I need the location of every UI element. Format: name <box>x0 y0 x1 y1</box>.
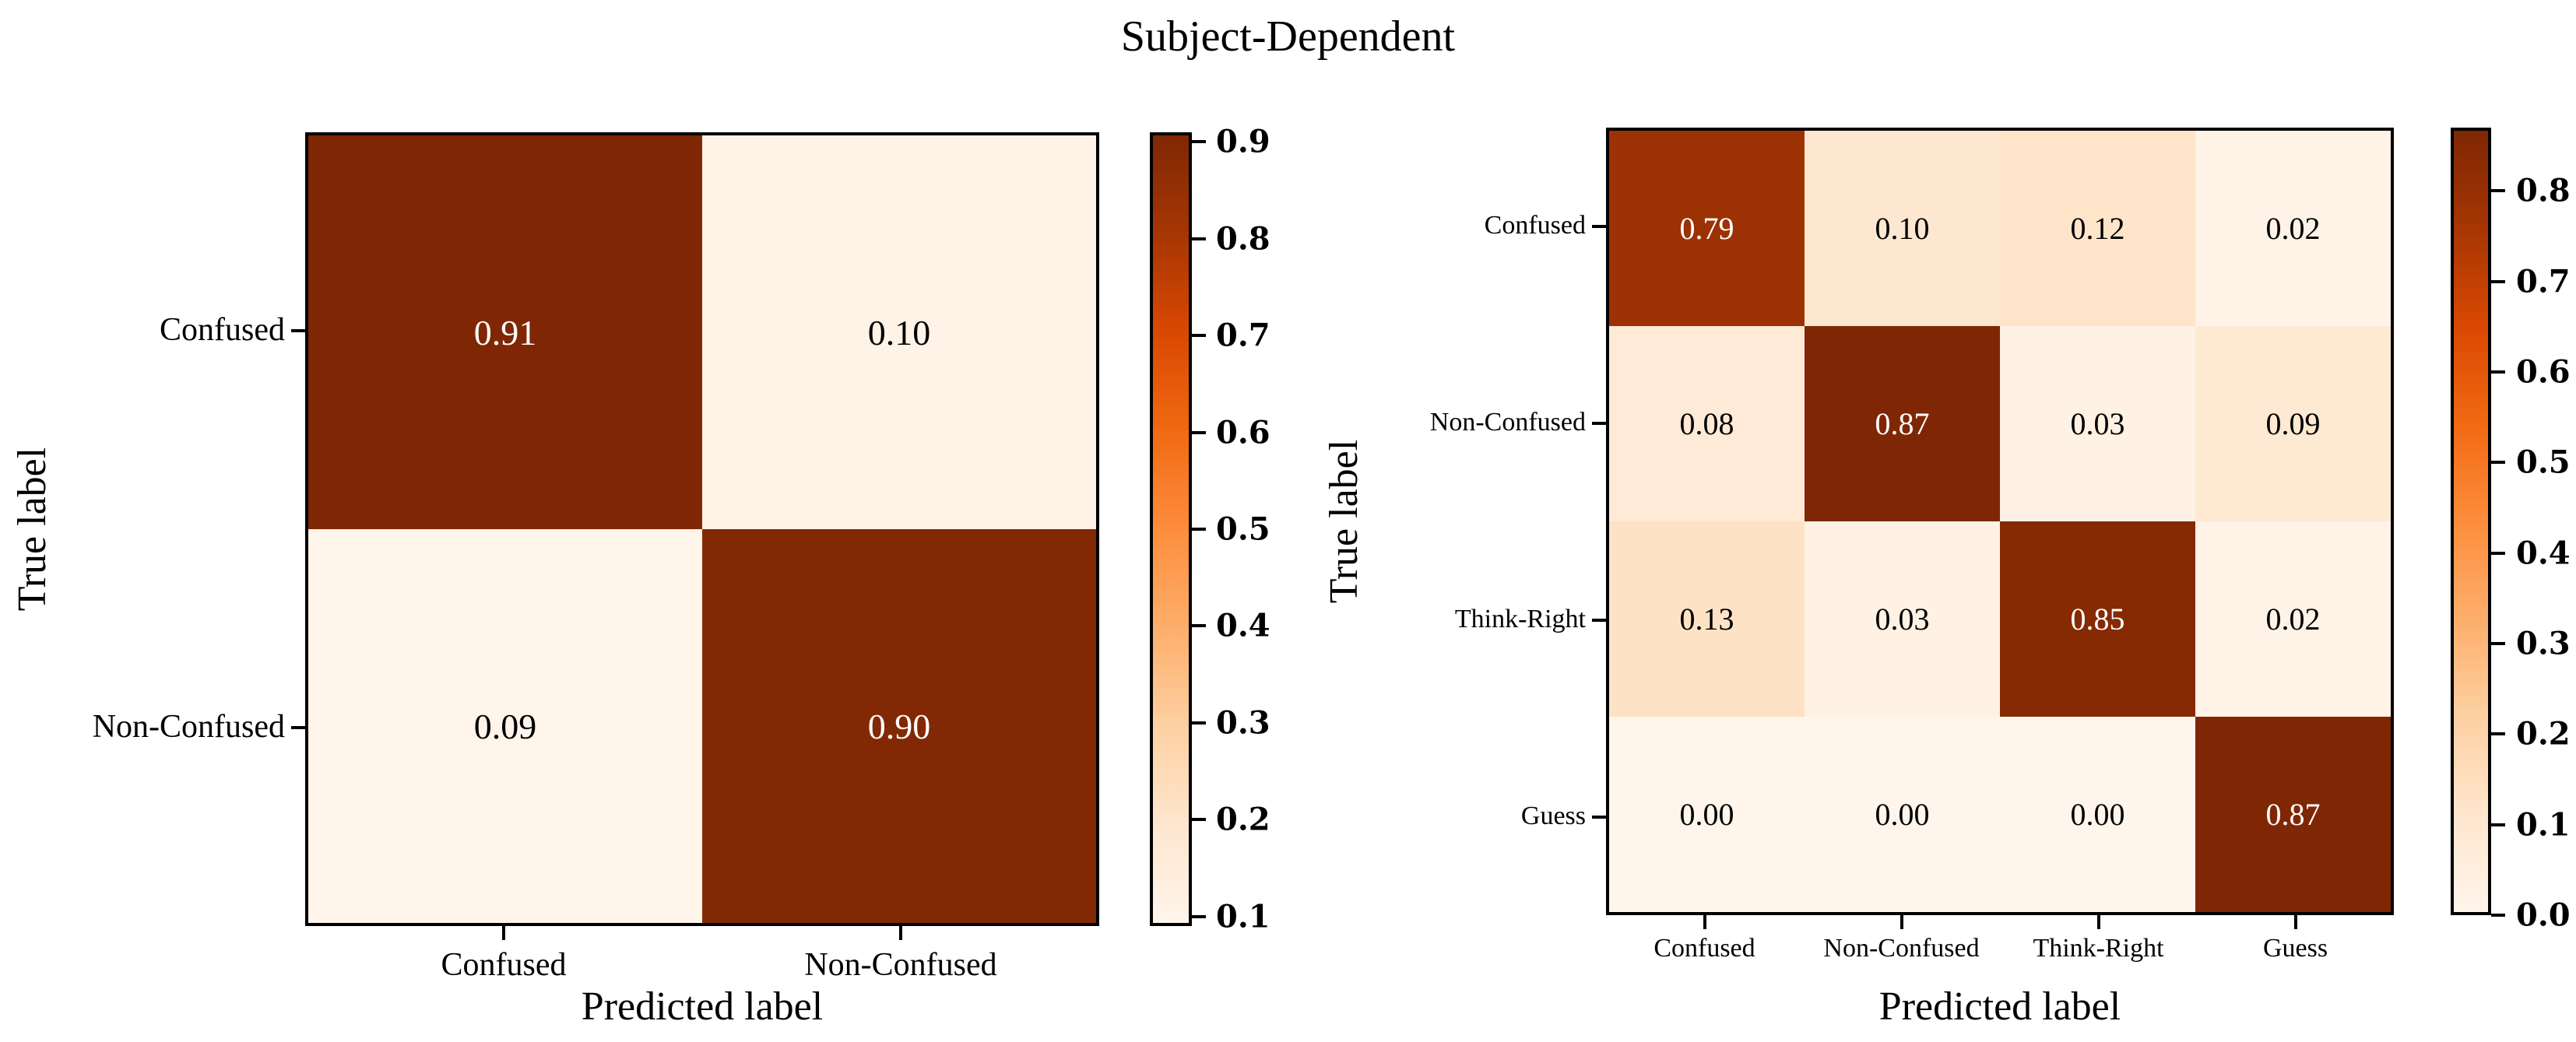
heatmap-axes: 0.79 0.10 0.12 0.02 0.08 0.87 0.03 0.09 0.13 0.03… <box>1606 128 2394 915</box>
x-tick-label: Non-Confused <box>804 947 997 983</box>
matrix-cell: 0.03 <box>1805 521 2000 717</box>
y-tick-label: Non-Confused <box>92 709 285 746</box>
matrix-cell: 0.00 <box>2000 717 2195 912</box>
y-tick-label: Confused <box>1484 210 1586 240</box>
matrix-cell: 0.90 <box>702 529 1096 923</box>
x-tick-mark <box>2293 915 2297 929</box>
x-tick-label: Confused <box>441 947 567 983</box>
matrix-cell: 0.00 <box>1609 717 1805 912</box>
colorbar-tick-mark <box>2491 642 2505 646</box>
colorbar-tick-label: 0.4 <box>2516 535 2571 572</box>
y-axis-label: True label <box>1322 439 1366 604</box>
y-axis-label: True label <box>10 447 54 612</box>
x-axis-label: Predicted label <box>581 984 824 1029</box>
y-tick-mark <box>1592 815 1606 819</box>
colorbar-tick-mark <box>2491 551 2505 555</box>
matrix-cell: 0.03 <box>2000 326 2195 521</box>
matrix-cell: 0.87 <box>1805 326 2000 521</box>
colorbar-tick-mark <box>2491 370 2505 374</box>
colorbar <box>1150 132 1192 926</box>
colorbar-tick-mark <box>1192 914 1206 918</box>
colorbar-tick-mark <box>2491 461 2505 465</box>
colorbar <box>2451 128 2491 915</box>
colorbar-tick-mark <box>1192 334 1206 338</box>
x-axis-label: Predicted label <box>1878 984 2121 1029</box>
colorbar-tick-label: 0.8 <box>2516 172 2571 209</box>
colorbar-tick-label: 0.2 <box>2516 715 2571 753</box>
x-tick-label: Think-Right <box>2033 934 2164 963</box>
matrix-cell: 0.10 <box>702 135 1096 529</box>
y-tick-mark <box>1592 224 1606 228</box>
y-tick-label: Non-Confused <box>1429 407 1586 437</box>
colorbar-tick-mark <box>1192 818 1206 822</box>
colorbar-tick-label: 0.5 <box>2516 444 2571 481</box>
colorbar-tick-label: 0.6 <box>1216 414 1270 451</box>
matrix-cell: 0.85 <box>2000 521 2195 717</box>
matrix-cell: 0.02 <box>2195 131 2391 326</box>
matrix-cell: 0.09 <box>308 529 702 923</box>
x-tick-mark <box>502 926 505 940</box>
colorbar-tick-mark <box>2491 279 2505 283</box>
matrix-cell: 0.10 <box>1805 131 2000 326</box>
colorbar-tick-label: 0.5 <box>1216 510 1270 548</box>
colorbar-tick-mark <box>1192 528 1206 531</box>
colorbar-tick-label: 0.7 <box>1216 317 1270 354</box>
matrix-cell: 0.00 <box>1805 717 2000 912</box>
colorbar-tick-label: 0.6 <box>2516 353 2571 391</box>
matrix-cell: 0.12 <box>2000 131 2195 326</box>
figure-title: Subject-Dependent <box>1120 12 1456 61</box>
colorbar-tick-label: 0.1 <box>1216 898 1270 935</box>
y-tick-mark <box>291 726 305 729</box>
y-tick-label: Guess <box>1520 801 1586 830</box>
matrix-cell: 0.91 <box>308 135 702 529</box>
y-tick-mark <box>1592 421 1606 425</box>
colorbar-tick-label: 0.3 <box>2516 625 2571 662</box>
x-tick-mark <box>1703 915 1706 929</box>
colorbar-tick-label: 0.1 <box>2516 806 2571 844</box>
colorbar-tick-mark <box>1192 140 1206 144</box>
colorbar-tick-mark <box>1192 237 1206 240</box>
y-tick-mark <box>291 329 305 332</box>
colorbar-tick-mark <box>1192 624 1206 628</box>
x-tick-mark <box>1899 915 1903 929</box>
colorbar-tick-mark <box>2491 732 2505 736</box>
y-tick-mark <box>1592 618 1606 622</box>
x-tick-mark <box>899 926 902 940</box>
colorbar-tick-label: 0.3 <box>1216 704 1270 742</box>
x-tick-label: Guess <box>2262 934 2328 963</box>
colorbar-tick-mark <box>2491 914 2505 917</box>
heatmap-axes: 0.91 0.10 0.09 0.90 <box>305 132 1099 926</box>
x-tick-label: Non-Confused <box>1823 934 1980 963</box>
matrix-cell: 0.79 <box>1609 131 1805 326</box>
colorbar-tick-mark <box>1192 430 1206 434</box>
matrix-cell: 0.08 <box>1609 326 1805 521</box>
colorbar-tick-label: 0.2 <box>1216 801 1270 838</box>
y-tick-label: Confused <box>160 312 285 349</box>
matrix-cell: 0.87 <box>2195 717 2391 912</box>
colorbar-tick-mark <box>2491 189 2505 193</box>
colorbar-tick-label: 0.8 <box>1216 220 1270 258</box>
matrix-cell: 0.09 <box>2195 326 2391 521</box>
y-tick-label: Think-Right <box>1454 604 1586 633</box>
x-tick-label: Confused <box>1653 934 1755 963</box>
x-tick-mark <box>2096 915 2100 929</box>
colorbar-tick-mark <box>2491 823 2505 826</box>
colorbar-tick-label: 0.0 <box>2516 896 2571 934</box>
matrix-cell: 0.02 <box>2195 521 2391 717</box>
colorbar-tick-label: 0.7 <box>2516 263 2571 300</box>
matrix-cell: 0.13 <box>1609 521 1805 717</box>
colorbar-tick-label: 0.9 <box>1216 123 1270 160</box>
colorbar-tick-mark <box>1192 721 1206 724</box>
colorbar-tick-label: 0.4 <box>1216 607 1270 644</box>
